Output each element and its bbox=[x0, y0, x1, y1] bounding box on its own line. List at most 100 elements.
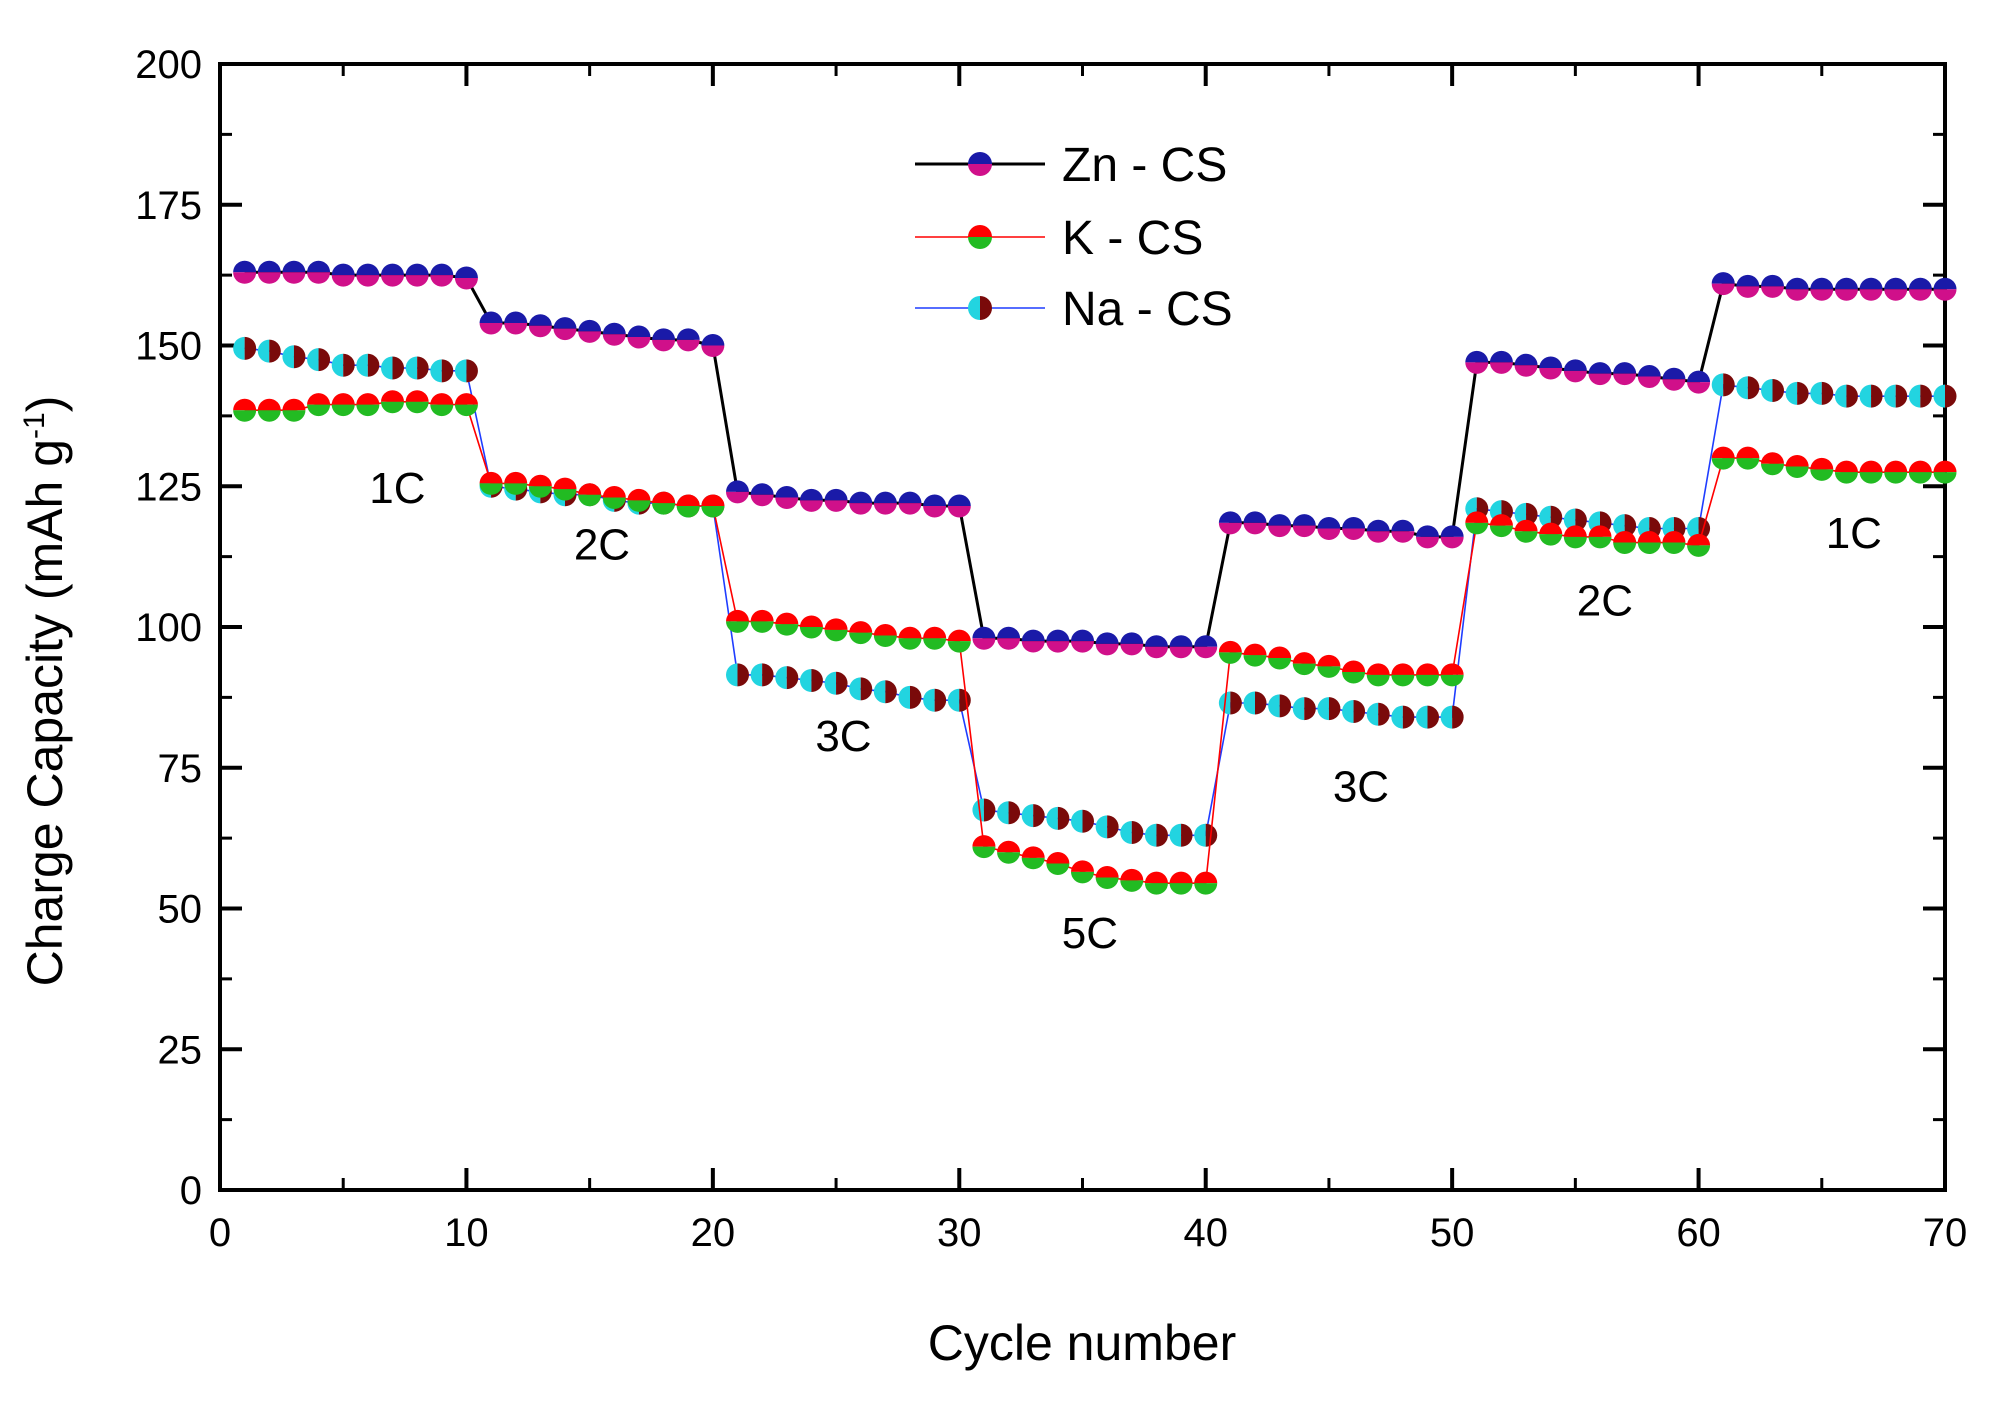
data-point-k-cs bbox=[331, 393, 355, 417]
data-point-k-cs bbox=[873, 623, 897, 647]
marker-half-b bbox=[578, 331, 602, 343]
data-point-zn-cs bbox=[1933, 277, 1957, 301]
data-point-k-cs bbox=[1169, 871, 1193, 895]
data-point-na-cs bbox=[1046, 806, 1070, 830]
marker-half-b bbox=[1884, 289, 1908, 301]
marker-half-b bbox=[1637, 376, 1661, 388]
data-point-k-cs bbox=[257, 398, 281, 422]
data-point-zn-cs bbox=[1613, 362, 1637, 386]
data-point-zn-cs bbox=[1662, 367, 1686, 391]
data-point-na-cs bbox=[1366, 702, 1390, 726]
marker-half-a bbox=[1933, 277, 1957, 290]
data-point-na-cs bbox=[1292, 697, 1316, 721]
marker-half-b bbox=[1268, 525, 1292, 538]
legend-marker bbox=[968, 225, 992, 249]
y-tick-label: 150 bbox=[135, 325, 202, 369]
data-point-zn-cs bbox=[578, 319, 602, 343]
c-rate-label: 1C bbox=[1826, 509, 1882, 558]
data-point-k-cs bbox=[1095, 866, 1119, 890]
marker-half-b bbox=[1895, 384, 1908, 408]
marker-half-a bbox=[454, 359, 467, 383]
marker-half-b bbox=[799, 627, 823, 639]
data-point-k-cs bbox=[726, 609, 749, 633]
marker-half-b bbox=[1243, 655, 1267, 667]
marker-half-a bbox=[799, 668, 812, 692]
marker-half-b bbox=[1624, 514, 1637, 538]
marker-half-b bbox=[1550, 505, 1563, 529]
data-point-zn-cs bbox=[553, 317, 577, 341]
y-tick-label: 50 bbox=[158, 888, 203, 932]
data-point-zn-cs bbox=[1046, 629, 1070, 653]
marker-half-a bbox=[1859, 277, 1883, 290]
data-point-k-cs bbox=[652, 491, 676, 515]
marker-half-a bbox=[775, 612, 799, 625]
data-point-zn-cs bbox=[1021, 629, 1045, 653]
marker-half-a bbox=[947, 688, 960, 712]
marker-half-a bbox=[1810, 457, 1834, 470]
marker-half-a bbox=[1687, 370, 1711, 383]
marker-half-b bbox=[1071, 641, 1094, 653]
marker-half-a bbox=[1144, 871, 1168, 884]
data-point-na-cs bbox=[1416, 705, 1439, 729]
data-point-zn-cs bbox=[257, 260, 281, 284]
marker-half-a bbox=[1539, 505, 1551, 529]
marker-half-a bbox=[824, 671, 837, 695]
marker-half-b bbox=[1761, 463, 1784, 476]
marker-half-b bbox=[307, 404, 331, 417]
data-point-zn-cs bbox=[1169, 635, 1193, 659]
marker-half-a bbox=[1292, 514, 1316, 526]
marker-half-a bbox=[1218, 640, 1242, 653]
data-point-zn-cs bbox=[1637, 364, 1661, 388]
marker-half-b bbox=[1761, 286, 1784, 298]
c-rate-label: 3C bbox=[1333, 763, 1389, 812]
marker-half-a bbox=[1884, 460, 1908, 473]
c-rate-label: 3C bbox=[815, 712, 871, 761]
marker-half-b bbox=[1736, 286, 1760, 298]
marker-half-a bbox=[257, 260, 281, 273]
marker-half-b bbox=[775, 624, 799, 636]
y-tick-label: 175 bbox=[135, 184, 202, 228]
data-point-zn-cs bbox=[430, 263, 454, 287]
data-point-k-cs bbox=[799, 615, 823, 639]
data-point-k-cs bbox=[307, 393, 331, 417]
marker-half-b bbox=[1859, 289, 1883, 301]
marker-half-a bbox=[1785, 381, 1798, 405]
marker-half-b bbox=[1416, 674, 1439, 687]
data-point-zn-cs bbox=[849, 491, 873, 515]
data-point-zn-cs bbox=[1539, 356, 1563, 380]
marker-half-a bbox=[1465, 511, 1489, 523]
marker-half-a bbox=[972, 798, 984, 822]
data-point-k-cs bbox=[775, 612, 799, 636]
marker-half-a bbox=[257, 339, 270, 363]
marker-half-a bbox=[1268, 646, 1292, 658]
marker-half-a bbox=[1884, 277, 1908, 290]
data-point-zn-cs bbox=[652, 328, 676, 352]
marker-half-b bbox=[528, 486, 552, 498]
data-point-na-cs bbox=[1711, 373, 1735, 397]
marker-half-a bbox=[504, 311, 528, 323]
marker-half-a bbox=[1268, 514, 1292, 526]
marker-half-b bbox=[1194, 883, 1218, 895]
data-point-na-cs bbox=[233, 336, 257, 360]
data-point-na-cs bbox=[1071, 809, 1094, 833]
marker-half-a bbox=[1169, 871, 1193, 884]
data-point-k-cs bbox=[553, 477, 577, 501]
marker-half-a bbox=[923, 626, 947, 639]
data-point-zn-cs bbox=[405, 263, 429, 287]
marker-half-a bbox=[1440, 705, 1453, 729]
data-point-k-cs bbox=[1563, 525, 1587, 549]
c-rate-label: 2C bbox=[1577, 577, 1633, 626]
data-point-k-cs bbox=[1785, 455, 1809, 479]
data-point-na-cs bbox=[430, 359, 454, 383]
data-point-na-cs bbox=[1021, 804, 1045, 828]
data-point-zn-cs bbox=[799, 488, 823, 512]
marker-half-a bbox=[454, 266, 478, 278]
marker-half-a bbox=[1095, 866, 1119, 878]
legend: Zn - CS K - CS Na - CS bbox=[915, 139, 1233, 336]
marker-half-a bbox=[331, 393, 355, 405]
data-point-zn-cs bbox=[1243, 511, 1267, 535]
marker-half-b bbox=[1514, 365, 1538, 377]
marker-half-b bbox=[799, 500, 823, 512]
data-point-k-cs bbox=[701, 494, 725, 518]
marker-half-b bbox=[1095, 643, 1119, 656]
